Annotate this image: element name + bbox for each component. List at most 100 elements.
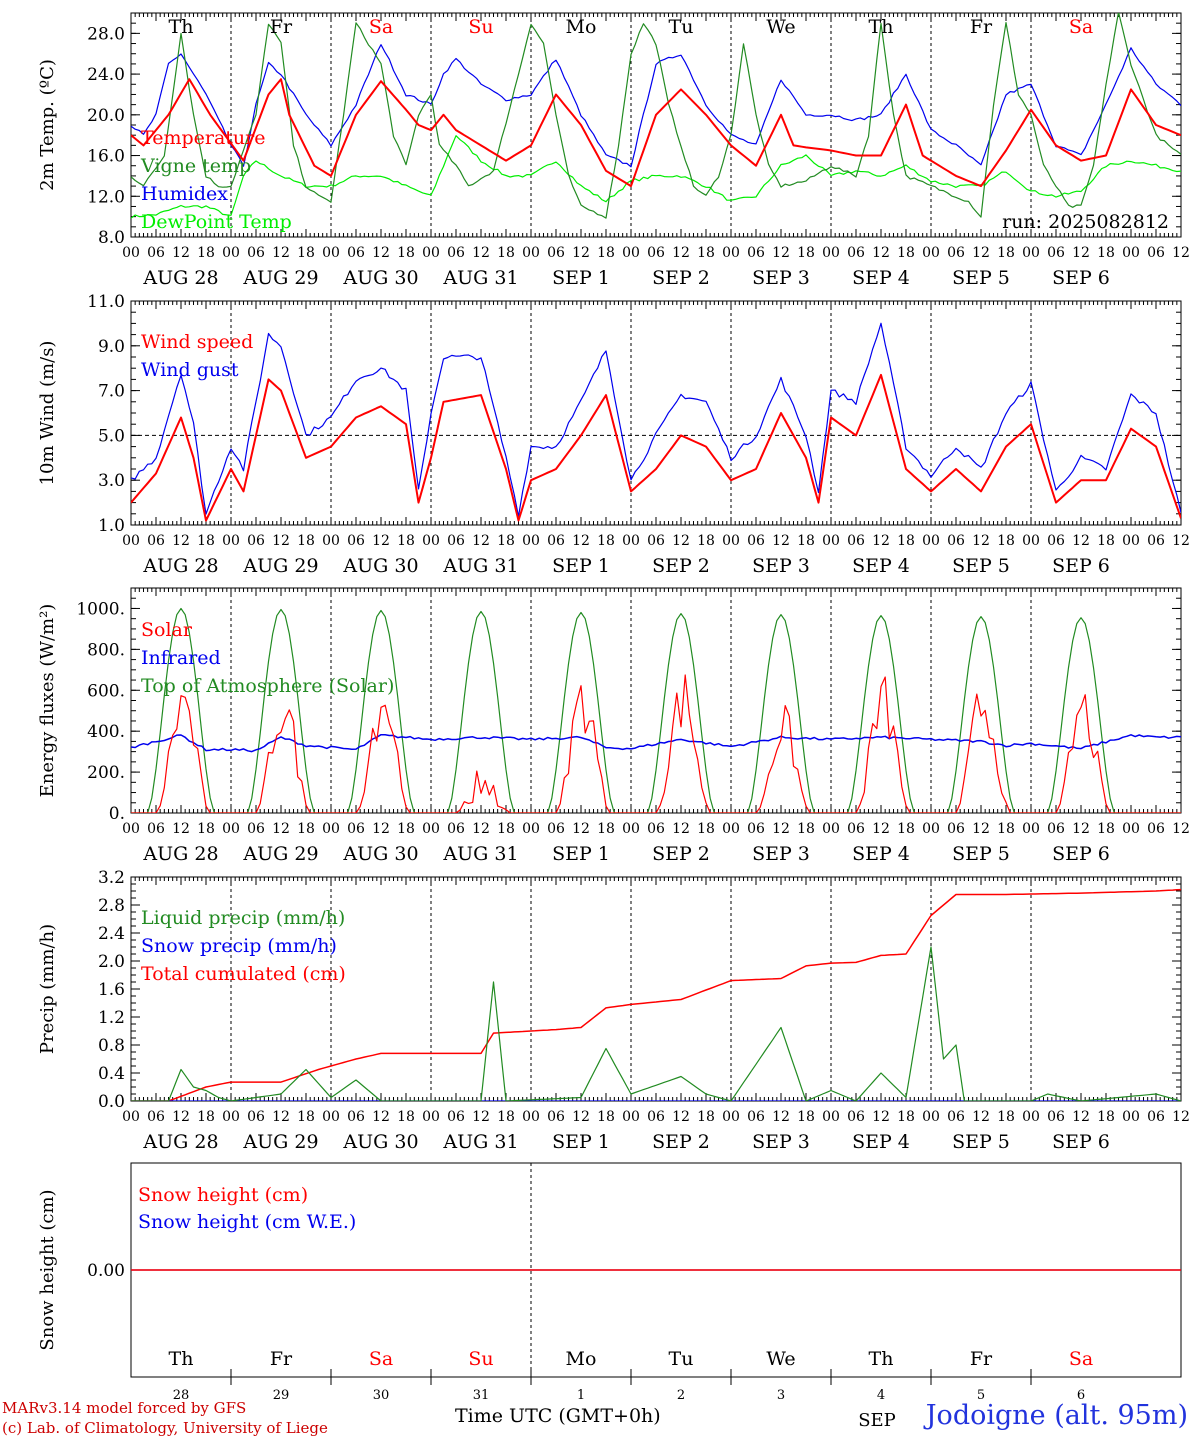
hour-tick-label: 06: [347, 821, 365, 837]
date-label: AUG 31: [442, 843, 518, 865]
hour-tick-label: 00: [1022, 1109, 1040, 1125]
legend-entry: Liquid precip (mm/h): [141, 907, 345, 929]
hour-tick-label: 06: [947, 821, 965, 837]
hour-tick-label: 00: [722, 245, 740, 261]
series-line: [131, 322, 1181, 518]
hour-tick-label: 06: [747, 245, 765, 261]
hour-tick-label: 06: [447, 821, 465, 837]
legend-entry: Wind gust: [141, 359, 239, 381]
hour-tick-label: 18: [497, 533, 515, 549]
y-tick-label: 16.0: [87, 147, 125, 167]
hour-tick-label: 12: [672, 245, 690, 261]
hour-tick-label: 18: [197, 533, 215, 549]
lab-credit: (c) Lab. of Climatology, University of L…: [2, 1419, 328, 1437]
y-axis-title: 10m Wind (m/s): [37, 341, 58, 486]
panel-snow: 0.00 Snow height (cm) Snow height (cm) Snow…: [37, 1162, 1182, 1431]
hour-tick-label: 18: [297, 533, 315, 549]
day-number-label: 3: [777, 1388, 785, 1403]
hour-tick-label: 06: [1047, 1109, 1065, 1125]
hour-tick-label: 12: [972, 245, 990, 261]
date-label: SEP 2: [652, 843, 710, 865]
date-label: AUG 31: [442, 267, 518, 289]
hour-tick-label: 18: [1097, 821, 1115, 837]
y-tick-label: 2.8: [98, 896, 125, 916]
hour-tick-label: 12: [472, 533, 490, 549]
y-axis-title: 2m Temp. (ºC): [37, 59, 58, 191]
hour-tick-label: 06: [447, 533, 465, 549]
series-group: [131, 322, 1181, 522]
hour-tick-label: 12: [372, 245, 390, 261]
hour-tick-label: 00: [1022, 245, 1040, 261]
hour-tick-label: 18: [697, 1109, 715, 1125]
date-label: SEP 1: [552, 555, 610, 577]
hour-tick-label: 12: [372, 533, 390, 549]
hour-tick-label: 00: [722, 821, 740, 837]
y-tick-label: 800.: [87, 640, 125, 660]
hour-tick-label: 06: [547, 821, 565, 837]
hour-tick-label: 00: [1122, 821, 1140, 837]
date-label: SEP 3: [752, 555, 810, 577]
hour-tick-label: 18: [397, 245, 415, 261]
hour-tick-label: 18: [497, 821, 515, 837]
day-number-label: 30: [373, 1388, 390, 1403]
hour-tick-label: 00: [822, 821, 840, 837]
date-label: AUG 31: [442, 555, 518, 577]
day-number-label: 31: [473, 1388, 490, 1403]
panel-precip: 0.0 0.4 0.8 1.2 1.6 2.0 2.4 2.8 3.2 Precip (mm/h)…: [37, 868, 1190, 1153]
y-tick-label: 5.0: [98, 426, 125, 446]
hour-tick-label: 00: [1022, 533, 1040, 549]
hour-tick-label: 00: [322, 821, 340, 837]
hour-tick-label: 18: [197, 245, 215, 261]
hour-tick-label: 00: [222, 533, 240, 549]
weekday-label: Fr: [270, 16, 293, 38]
legend-entry: Snow precip (mm/h): [141, 935, 337, 957]
y-tick-label: 2.0: [98, 952, 125, 972]
hour-tick-label: 12: [672, 1109, 690, 1125]
hour-tick-label: 18: [297, 245, 315, 261]
hour-tick-label: 18: [397, 1109, 415, 1125]
date-label: SEP 4: [852, 267, 910, 289]
weekday-label: Th: [869, 16, 894, 38]
weekday-label: Fr: [970, 1348, 993, 1370]
hour-tick-label: 12: [1072, 821, 1090, 837]
date-label: SEP 3: [752, 1131, 810, 1153]
hour-tick-label: 12: [672, 533, 690, 549]
hour-tick-label: 00: [222, 245, 240, 261]
y-tick-label: 0.0: [98, 1092, 125, 1112]
hour-tick-label: 12: [1172, 821, 1190, 837]
hour-tick-label: 12: [972, 1109, 990, 1125]
date-label: SEP 2: [652, 555, 710, 577]
y-tick-label: 12.0: [87, 187, 125, 207]
hour-tick-label: 12: [572, 1109, 590, 1125]
hour-tick-label: 00: [222, 1109, 240, 1125]
date-label: SEP 4: [852, 555, 910, 577]
hour-tick-label: 00: [122, 1109, 140, 1125]
hour-tick-label: 12: [672, 821, 690, 837]
hour-tick-label: 06: [447, 245, 465, 261]
series-line: [131, 946, 1181, 1101]
hour-tick-label: 12: [272, 821, 290, 837]
hour-tick-label: 06: [1147, 245, 1165, 261]
legend-entry: Infrared: [141, 647, 221, 669]
hour-tick-label: 00: [622, 1109, 640, 1125]
series-line: [131, 674, 1181, 813]
hour-tick-label: 06: [547, 533, 565, 549]
hour-tick-label: 06: [247, 1109, 265, 1125]
hour-tick-label: 06: [447, 1109, 465, 1125]
date-label: SEP 4: [852, 843, 910, 865]
weekday-label: Mo: [566, 16, 597, 38]
hour-tick-label: 18: [797, 821, 815, 837]
hour-tick-label: 06: [1047, 245, 1065, 261]
hour-tick-label: 00: [1022, 821, 1040, 837]
date-label: SEP 4: [852, 1131, 910, 1153]
hour-tick-label: 18: [597, 245, 615, 261]
date-label: AUG 28: [142, 555, 218, 577]
weekday-label: Sa: [369, 16, 393, 38]
x-axis-title: Time UTC (GMT+0h): [455, 1405, 661, 1427]
hour-tick-label: 00: [122, 533, 140, 549]
hour-tick-label: 06: [847, 245, 865, 261]
date-label: AUG 31: [442, 1131, 518, 1153]
date-label: SEP 6: [1052, 1131, 1110, 1153]
weekday-label: We: [766, 1348, 795, 1370]
hour-tick-label: 00: [822, 1109, 840, 1125]
